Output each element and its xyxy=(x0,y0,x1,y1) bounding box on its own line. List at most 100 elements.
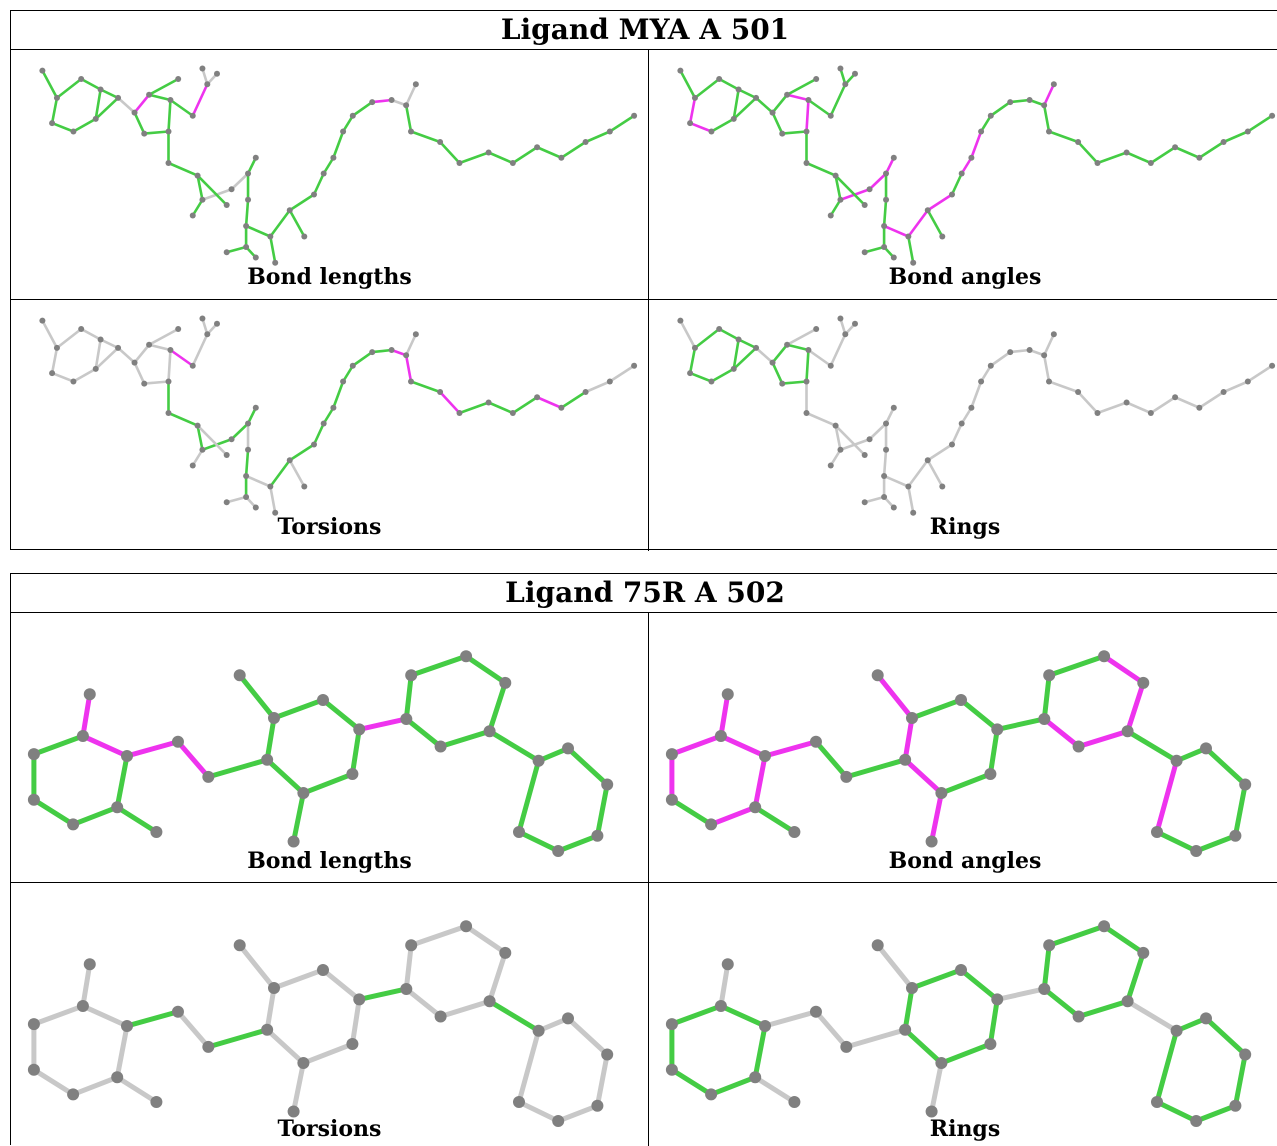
bond xyxy=(882,474,910,488)
bond xyxy=(737,338,758,350)
bond xyxy=(114,1023,130,1080)
bond xyxy=(994,986,1047,1002)
atom xyxy=(939,483,946,490)
atom xyxy=(83,688,96,701)
bond xyxy=(70,804,120,827)
atom xyxy=(552,1115,565,1127)
atom xyxy=(267,233,274,240)
atom xyxy=(434,740,447,753)
atom xyxy=(513,1096,525,1108)
atom xyxy=(840,1040,853,1053)
atom xyxy=(861,249,868,256)
bond xyxy=(94,338,102,371)
bond xyxy=(829,82,847,118)
bond xyxy=(408,923,469,948)
bond xyxy=(332,380,345,410)
bond xyxy=(50,96,59,125)
bond xyxy=(175,1009,211,1050)
bond xyxy=(1154,1028,1180,1105)
bond xyxy=(1047,380,1080,394)
atom xyxy=(115,94,122,101)
atom xyxy=(243,473,250,479)
bond xyxy=(771,93,789,114)
bond xyxy=(989,100,1012,118)
bond xyxy=(72,117,98,133)
atom xyxy=(978,378,985,385)
atom xyxy=(456,160,463,166)
panel-label: Torsions xyxy=(277,514,382,540)
bond xyxy=(356,716,409,732)
bond xyxy=(291,790,306,844)
bond xyxy=(950,172,964,196)
atom xyxy=(223,202,230,208)
atom xyxy=(949,441,955,448)
bond xyxy=(780,130,808,135)
bond xyxy=(320,967,362,1002)
bond xyxy=(1076,390,1099,415)
bond xyxy=(191,82,209,118)
bond xyxy=(147,327,180,347)
atom xyxy=(1026,97,1033,103)
bond xyxy=(487,401,515,415)
bond xyxy=(244,474,272,488)
bond xyxy=(1198,390,1225,410)
bond xyxy=(555,833,600,854)
atom xyxy=(1094,410,1101,416)
bond xyxy=(99,88,120,100)
molecule-diagram xyxy=(677,65,1276,266)
atom xyxy=(243,223,250,229)
atom xyxy=(691,344,698,351)
bond xyxy=(1193,1103,1238,1124)
bond xyxy=(133,93,151,114)
atom xyxy=(984,1038,997,1051)
atom xyxy=(189,362,196,369)
bond xyxy=(403,672,414,722)
bond xyxy=(565,1015,610,1057)
bond xyxy=(320,697,362,732)
atom xyxy=(1229,829,1242,842)
atom xyxy=(167,347,174,353)
atom xyxy=(677,67,684,74)
bond xyxy=(813,1009,849,1050)
bond xyxy=(133,361,146,385)
atom xyxy=(1172,144,1179,151)
atom xyxy=(53,344,60,351)
panel-bond-angles: Bond angles xyxy=(649,50,1277,299)
bond xyxy=(114,1074,159,1105)
bond xyxy=(264,1027,306,1066)
bond xyxy=(732,88,740,121)
bond xyxy=(958,697,1000,732)
atom xyxy=(1196,404,1203,411)
bond xyxy=(225,245,248,254)
bond xyxy=(167,411,199,427)
bond xyxy=(312,172,326,196)
atom xyxy=(1098,920,1111,933)
bond xyxy=(875,942,915,991)
bond xyxy=(196,424,228,457)
atom xyxy=(53,94,60,101)
atom xyxy=(987,112,994,119)
atom xyxy=(735,86,742,93)
atom xyxy=(70,128,77,135)
atom xyxy=(935,787,948,800)
bond xyxy=(322,406,335,425)
bond xyxy=(717,77,740,91)
atom xyxy=(861,202,868,208)
bond xyxy=(805,98,810,133)
bond xyxy=(1173,395,1201,410)
atom xyxy=(131,109,138,116)
bond xyxy=(902,715,915,763)
atom xyxy=(1190,845,1203,857)
bond xyxy=(312,422,326,446)
bond xyxy=(608,364,636,383)
bond xyxy=(487,151,515,165)
bond xyxy=(196,174,204,202)
panel-label: Bond angles xyxy=(888,264,1042,290)
atom xyxy=(70,378,77,385)
bond xyxy=(50,121,75,133)
panel-label: Rings xyxy=(929,1116,1001,1142)
bond xyxy=(403,716,444,749)
atom xyxy=(803,160,810,166)
atom xyxy=(1072,740,1085,753)
bond xyxy=(752,1074,797,1105)
